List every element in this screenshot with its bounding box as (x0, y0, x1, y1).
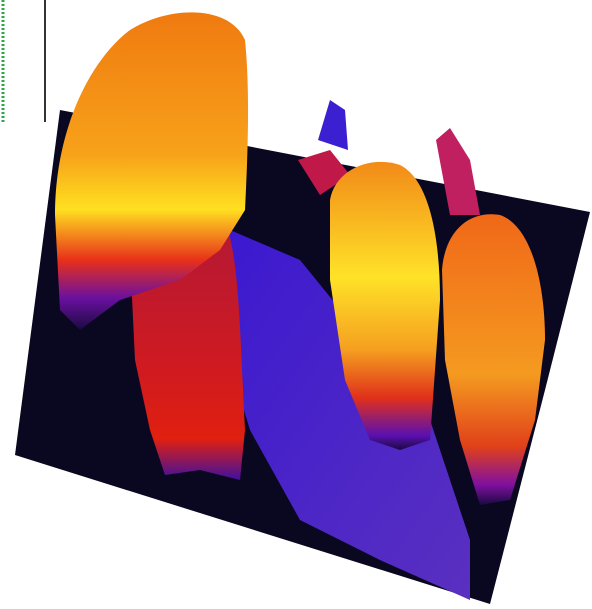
blue-peak (318, 100, 348, 150)
page (0, 0, 592, 609)
surface-plot-image (0, 0, 592, 609)
